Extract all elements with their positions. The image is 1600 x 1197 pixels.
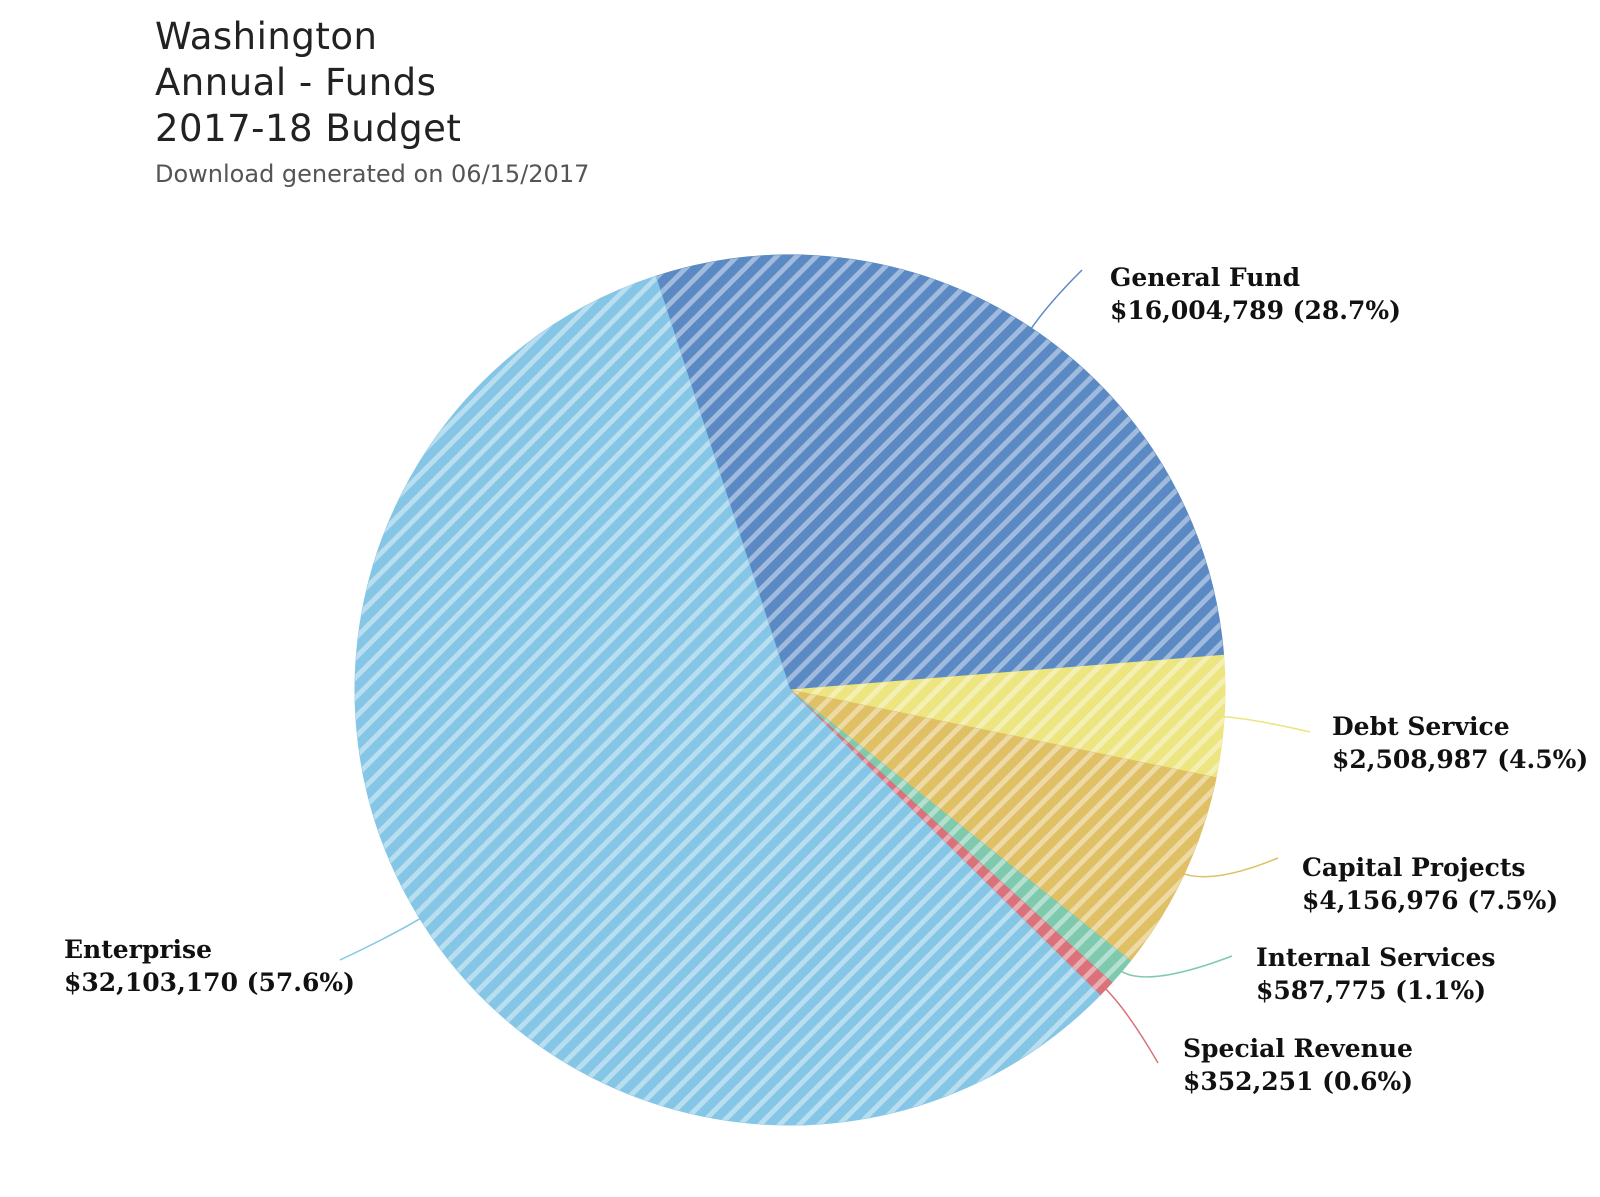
slice-stripes-general-fund: [655, 255, 1224, 691]
slice-label-value-debt-service: $2,508,987 (4.5%): [1332, 745, 1588, 774]
slice-stripes-enterprise: [355, 276, 1100, 1125]
leader-line-capital-projects: [1179, 857, 1279, 878]
slice-label-name-general-fund: General Fund: [1110, 263, 1300, 292]
slice-label-value-internal-services: $587,775 (1.1%): [1256, 976, 1486, 1005]
leader-line-enterprise: [339, 915, 425, 961]
label-leader-lines: [339, 269, 1311, 1064]
chart-title-line-2: Annual - Funds: [155, 61, 437, 104]
slice-label-value-general-fund: $16,004,789 (28.7%): [1110, 296, 1401, 325]
leader-line-internal-services: [1117, 955, 1233, 978]
leader-line-general-fund: [1028, 269, 1083, 333]
slice-stripes-internal-services: [790, 690, 1131, 983]
leader-line-special-revenue: [1101, 985, 1159, 1064]
slice-stripes-capital-projects: [790, 690, 1217, 961]
slice-label-value-enterprise: $32,103,170 (57.6%): [64, 968, 355, 997]
chart-title-line-3: 2017-18 Budget: [155, 107, 462, 150]
slice-stripes-special-revenue: [790, 690, 1112, 996]
chart-header: Washington Annual - Funds 2017-18 Budget…: [155, 14, 589, 190]
chart-subtitle: Download generated on 06/15/2017: [155, 160, 590, 188]
pie-slices: [354, 254, 1226, 1126]
slice-label-name-debt-service: Debt Service: [1332, 712, 1510, 741]
slice-label-value-capital-projects: $4,156,976 (7.5%): [1302, 886, 1558, 915]
slice-label-name-special-revenue: Special Revenue: [1183, 1034, 1413, 1063]
slice-label-name-enterprise: Enterprise: [64, 935, 212, 964]
slice-label-name-internal-services: Internal Services: [1256, 943, 1495, 972]
slice-stripes-debt-service: [790, 655, 1225, 778]
slice-labels: General Fund $16,004,789 (28.7%) Debt Serv…: [64, 263, 1588, 1096]
pie-slice-capital-projects[interactable]: [789, 689, 1217, 962]
pie-slice-enterprise[interactable]: [354, 275, 1101, 1126]
leader-line-debt-service: [1219, 715, 1311, 733]
slice-label-value-special-revenue: $352,251 (0.6%): [1183, 1067, 1413, 1096]
chart-title-line-1: Washington: [155, 15, 378, 58]
slice-label-name-capital-projects: Capital Projects: [1302, 853, 1525, 882]
